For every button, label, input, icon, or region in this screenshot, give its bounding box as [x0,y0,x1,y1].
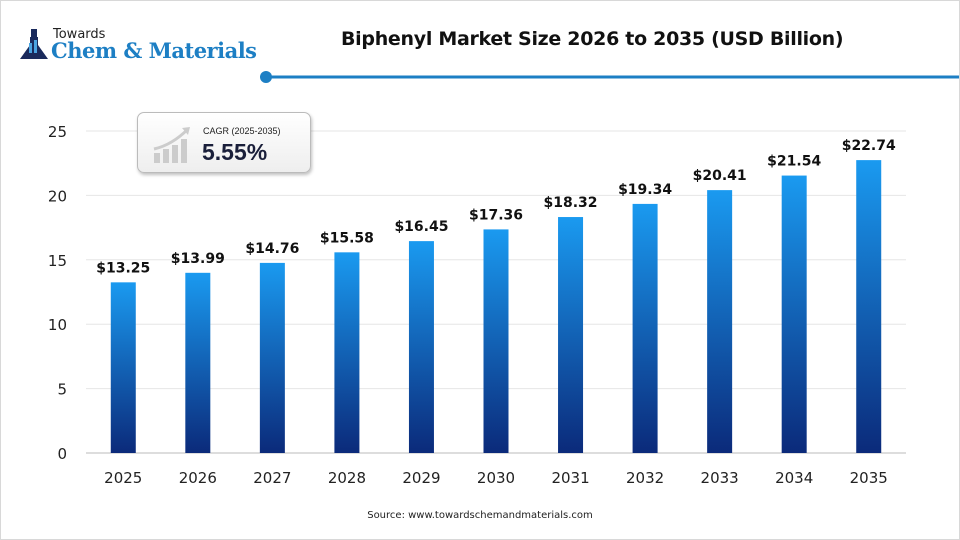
chart-title: Biphenyl Market Size 2026 to 2035 (USD B… [341,28,844,50]
data-label: $14.76 [245,241,299,257]
x-tick-label: 2033 [701,469,739,487]
growth-chart-icon [153,127,190,163]
x-tick-label: 2025 [104,469,142,487]
bar-2034 [781,175,807,453]
x-tick-label: 2034 [775,469,813,487]
bar-2031 [558,217,584,453]
bar-2026 [185,272,211,453]
y-tick-label: 25 [48,123,67,141]
cagr-badge: CAGR (2025-2035) 5.55% [137,112,311,173]
bar-2027 [259,262,285,453]
data-label: $13.25 [96,260,150,276]
y-tick-label: 10 [48,316,67,334]
data-label: $19.34 [618,182,672,198]
cagr-value: 5.55% [202,139,268,165]
x-tick-label: 2028 [328,469,366,487]
x-tick-label: 2027 [253,469,291,487]
data-label: $16.45 [394,219,448,235]
flask-logo-icon [20,29,48,59]
data-label: $18.32 [544,195,598,211]
y-tick-label: 20 [48,187,67,205]
logo-line2: Chem & Materials [51,38,257,63]
logo-line1: Towards [53,27,106,42]
data-label: $22.74 [842,138,896,154]
data-label: $20.41 [693,168,747,184]
source-note: Source: www.towardschemandmaterials.com [367,510,593,521]
bar-2028 [334,252,360,453]
bar-2035 [856,160,882,453]
data-label: $13.99 [171,251,225,267]
bar-2033 [707,190,733,453]
data-label: $17.36 [469,207,523,223]
title-dot [260,71,272,83]
bar-2032 [632,203,658,453]
logo: Towards Chem & Materials [17,27,257,67]
y-tick-label: 0 [57,445,67,463]
x-tick-label: 2035 [850,469,888,487]
bar-2030 [483,229,509,453]
y-tick-label: 5 [57,381,67,399]
data-label: $21.54 [767,154,821,170]
x-tick-label: 2026 [179,469,217,487]
x-tick-label: 2032 [626,469,664,487]
bar-2029 [408,241,434,453]
x-tick-label: 2029 [402,469,440,487]
bar-2025 [110,282,136,453]
data-label: $15.58 [320,230,374,246]
y-tick-label: 15 [48,252,67,270]
x-tick-label: 2031 [551,469,589,487]
x-tick-label: 2030 [477,469,515,487]
cagr-label: CAGR (2025-2035) [203,126,281,136]
